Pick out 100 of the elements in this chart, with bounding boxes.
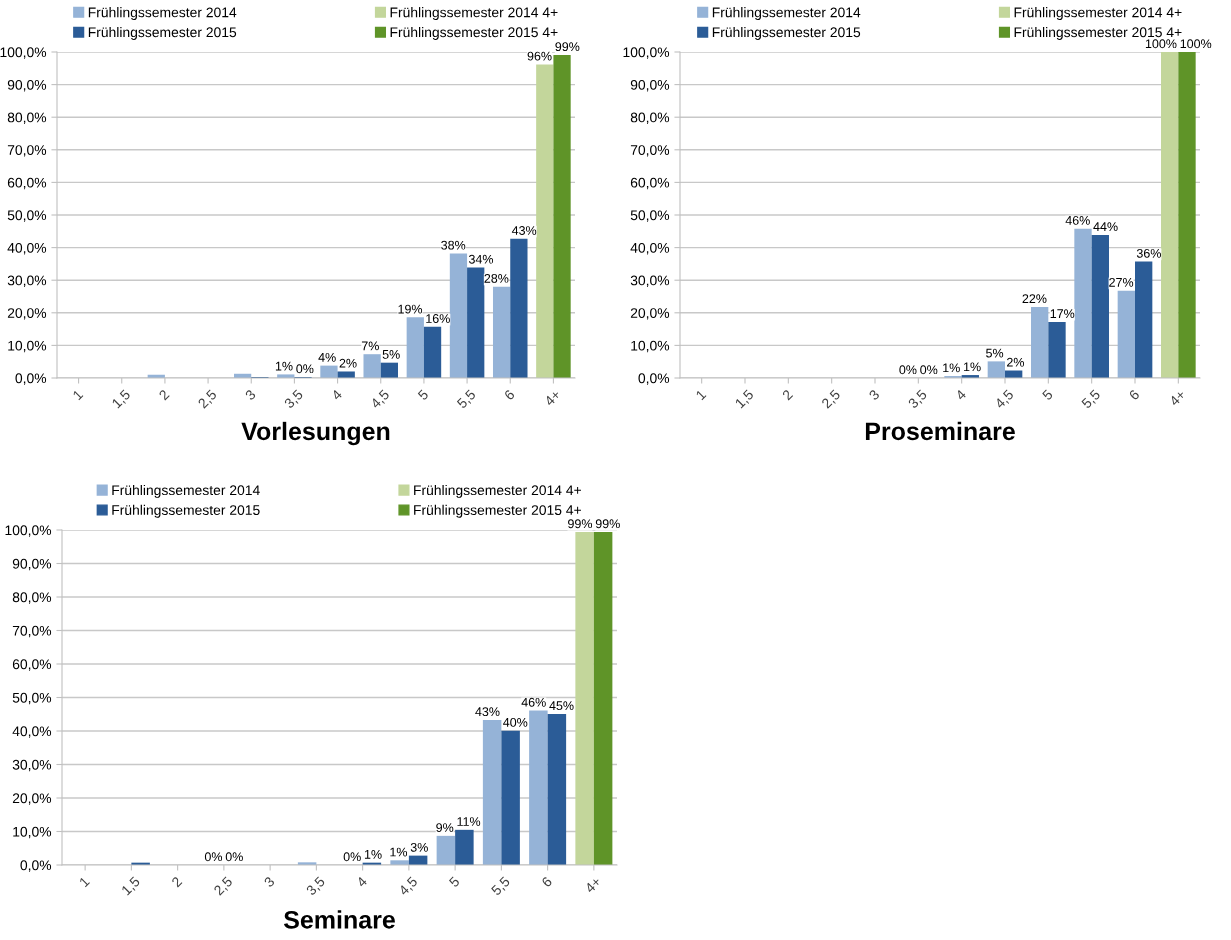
x-tick-label: 5,5	[490, 876, 512, 898]
x-tick-label: 4	[330, 389, 343, 401]
y-tick-label: 100,0%	[0, 47, 47, 59]
y-tick-label: 40,0%	[12, 726, 52, 738]
x-tick-label: 1,5	[111, 389, 132, 410]
data-label: 40%	[503, 717, 528, 727]
data-label: 0%	[920, 365, 938, 375]
y-tick-label: 50,0%	[12, 692, 52, 705]
y-tick-label: 80,0%	[7, 112, 47, 125]
x-tick-label: 1	[72, 389, 84, 401]
y-tick-label: 40,0%	[7, 242, 47, 255]
x-tick-label: 5,5	[1081, 389, 1102, 411]
y-tick-label: 20,0%	[7, 308, 47, 320]
data-label: 44%	[1093, 222, 1118, 231]
y-tick-label: 30,0%	[7, 275, 47, 288]
x-tick-label: 4+	[1168, 389, 1186, 407]
data-label: 1%	[943, 363, 960, 373]
data-label: 34%	[468, 254, 494, 264]
x-tick-label: 4+	[584, 876, 602, 894]
x-tick-label: 3,5	[305, 876, 327, 898]
y-tick-label: 80,0%	[630, 112, 670, 125]
y-tick-label: 70,0%	[630, 145, 670, 157]
x-tick-label: 4+	[543, 389, 562, 407]
y-tick-label: 70,0%	[7, 145, 47, 157]
legend-label: Frühlingssemester 2014	[112, 484, 260, 498]
x-tick-label: 2,5	[213, 876, 235, 897]
y-tick-label: 50,0%	[7, 210, 47, 222]
data-label: 99%	[568, 519, 593, 529]
x-tick-label: 5	[1041, 389, 1054, 401]
data-label: 0%	[343, 852, 361, 862]
y-tick-label: 60,0%	[12, 659, 52, 671]
y-tick-label: 20,0%	[12, 793, 52, 805]
y-tick-label: 70,0%	[12, 625, 52, 638]
data-label: 28%	[484, 274, 509, 283]
y-tick-label: 0,0%	[15, 373, 47, 385]
legend-label: Frühlingssemester 2015 4+	[1014, 26, 1182, 40]
x-tick-label: 4	[954, 389, 967, 401]
y-tick-label: 100,0%	[623, 47, 670, 59]
data-label: 43%	[475, 707, 500, 717]
data-label: 5%	[382, 350, 400, 359]
x-tick-label: 6	[1128, 389, 1140, 401]
x-tick-label: 3	[263, 876, 276, 888]
data-label: 1%	[275, 361, 293, 371]
y-tick-label: 50,0%	[630, 210, 670, 222]
data-label: 1%	[390, 847, 408, 857]
legend-label: Frühlingssemester 2014 4+	[1014, 7, 1182, 21]
data-label: 1%	[364, 850, 382, 859]
x-tick-label: 4,5	[369, 389, 391, 411]
x-tick-label: 2	[171, 876, 183, 888]
legend-label: Frühlingssemester 2015	[112, 504, 260, 518]
data-label: 36%	[1136, 248, 1161, 258]
data-label: 46%	[521, 697, 546, 707]
data-label: 3%	[410, 842, 428, 852]
data-label: 27%	[1109, 277, 1134, 287]
legend-label: Frühlingssemester 2015	[88, 26, 237, 40]
legend-label: Frühlingssemester 2015 4+	[414, 504, 581, 518]
data-label: 4%	[318, 352, 336, 362]
y-tick-label: 90,0%	[7, 79, 47, 92]
y-tick-label: 60,0%	[630, 177, 670, 190]
text: Seminare	[283, 910, 395, 929]
data-label: 19%	[398, 304, 423, 314]
data-label: 0%	[225, 852, 243, 862]
data-label: 38%	[441, 240, 466, 250]
data-label: 100%	[1180, 39, 1212, 49]
x-tick-label: 4	[355, 876, 368, 888]
data-label: 17%	[1050, 309, 1075, 319]
data-label: 22%	[1022, 294, 1047, 304]
y-tick-label: 10,0%	[8, 340, 47, 353]
x-tick-label: 5	[448, 876, 461, 888]
text: Proseminare	[865, 421, 1015, 441]
x-tick-label: 4,5	[398, 876, 420, 898]
x-tick-label: 3,5	[283, 389, 305, 411]
data-label: 0%	[204, 852, 223, 862]
data-label: 5%	[986, 348, 1004, 358]
data-label: 0%	[296, 364, 314, 374]
x-tick-label: 2	[158, 389, 170, 401]
y-tick-label: 90,0%	[12, 558, 52, 571]
y-tick-label: 100,0%	[5, 525, 52, 537]
x-tick-label: 4,5	[994, 389, 1016, 411]
data-label: 100%	[1145, 39, 1177, 49]
legend-label: Frühlingssemester 2015	[712, 26, 861, 40]
x-tick-label: 1,5	[734, 389, 756, 410]
data-label: 0%	[899, 365, 917, 375]
x-tick-label: 1	[78, 876, 90, 888]
x-tick-label: 2,5	[821, 389, 842, 410]
x-tick-label: 3,5	[907, 389, 929, 411]
data-label: 7%	[361, 341, 379, 351]
y-tick-label: 40,0%	[630, 242, 670, 255]
x-tick-label: 3	[868, 389, 880, 401]
data-label: 43%	[511, 226, 537, 235]
x-tick-label: 5	[417, 389, 429, 401]
data-label: 46%	[1065, 215, 1090, 225]
data-label: 99%	[555, 42, 580, 52]
legend-label: Frühlingssemester 2014 4+	[390, 7, 558, 21]
x-tick-label: 6	[541, 876, 553, 888]
data-label: 99%	[595, 519, 620, 529]
y-tick-label: 0,0%	[20, 860, 52, 872]
x-tick-label: 1	[695, 389, 707, 401]
data-label: 16%	[426, 314, 450, 323]
x-tick-label: 2	[781, 389, 794, 401]
